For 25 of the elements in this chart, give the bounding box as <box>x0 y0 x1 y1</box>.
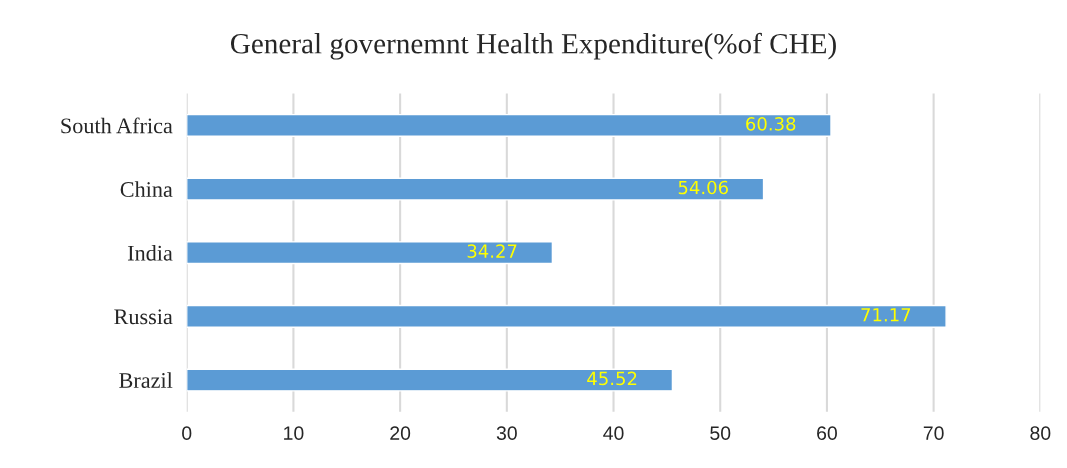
x-tick-label: 50 <box>710 426 731 441</box>
y-tick-label: South Africa <box>61 117 173 134</box>
data-label: 71.17 <box>861 308 911 322</box>
x-tick-label: 20 <box>390 426 411 441</box>
bar <box>186 241 554 265</box>
y-tick-label: China <box>120 181 173 197</box>
y-tick-label: Brazil <box>119 372 173 388</box>
data-label: 60.38 <box>746 117 796 131</box>
data-label: 54.06 <box>678 180 728 195</box>
bar <box>186 368 674 392</box>
data-label: 34.27 <box>467 244 517 258</box>
chart-title: General governemnt Health Expenditure(%of CHE) <box>230 32 836 60</box>
x-tick-label: 10 <box>284 426 304 441</box>
x-tick-label: 0 <box>182 426 192 441</box>
data-label: 45.52 <box>587 371 637 386</box>
x-tick-label: 70 <box>923 426 944 441</box>
bar <box>186 177 765 201</box>
x-tick-label: 30 <box>496 426 517 441</box>
x-tick-label: 80 <box>1030 426 1051 441</box>
x-tick-label: 40 <box>603 426 624 441</box>
bar <box>186 304 947 328</box>
y-tick-label: India <box>127 245 173 261</box>
y-tick-label: Russia <box>114 309 173 325</box>
bar <box>186 113 832 137</box>
x-tick-label: 60 <box>817 426 837 441</box>
